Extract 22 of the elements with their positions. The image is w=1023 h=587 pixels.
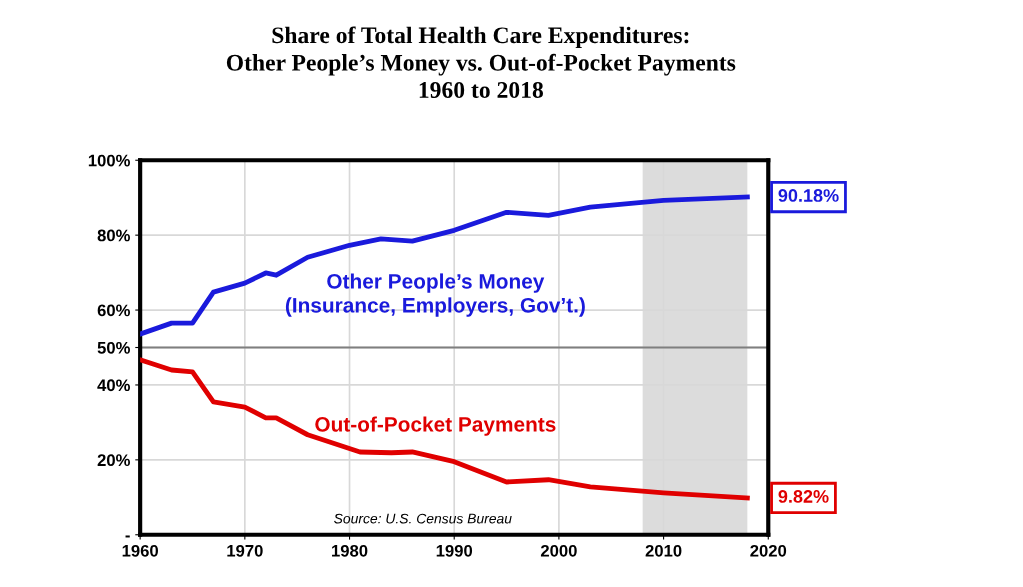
line-series xyxy=(140,194,750,337)
x-tick-label: 2020 xyxy=(750,544,787,557)
data-label: 90.18% xyxy=(778,189,839,202)
x-tick-label: 2010 xyxy=(645,544,682,557)
y-tick-label: 50% xyxy=(97,341,130,354)
y-tick-label: 100% xyxy=(88,154,130,167)
series-label: Out-of-Pocket Payments xyxy=(315,416,556,436)
x-tick-label: 1970 xyxy=(227,544,263,557)
x-tick-label: 2000 xyxy=(540,544,577,557)
y-tick-label: 60% xyxy=(97,304,130,317)
y-tick-label: - xyxy=(125,535,130,538)
x-tick-label: 1980 xyxy=(332,544,368,557)
y-tick-label: 20% xyxy=(97,454,130,467)
line-series xyxy=(140,357,750,501)
annotation: Source: U.S. Census Bureau xyxy=(334,513,512,524)
chart-title: Share of Total Health Care Expenditures: Other People’s Money vs. Out-of-Pocket Payments 1960 to 2018 xyxy=(226,26,736,98)
series-label: Other People’s Money (Insurance, Employers, Gov’t.) xyxy=(285,273,585,317)
x-tick-label: 1990 xyxy=(436,544,473,557)
y-tick-label: 40% xyxy=(97,379,130,392)
y-tick-label: 80% xyxy=(97,229,130,242)
data-label: 9.82% xyxy=(778,490,829,503)
x-tick-label: 1960 xyxy=(122,544,159,557)
